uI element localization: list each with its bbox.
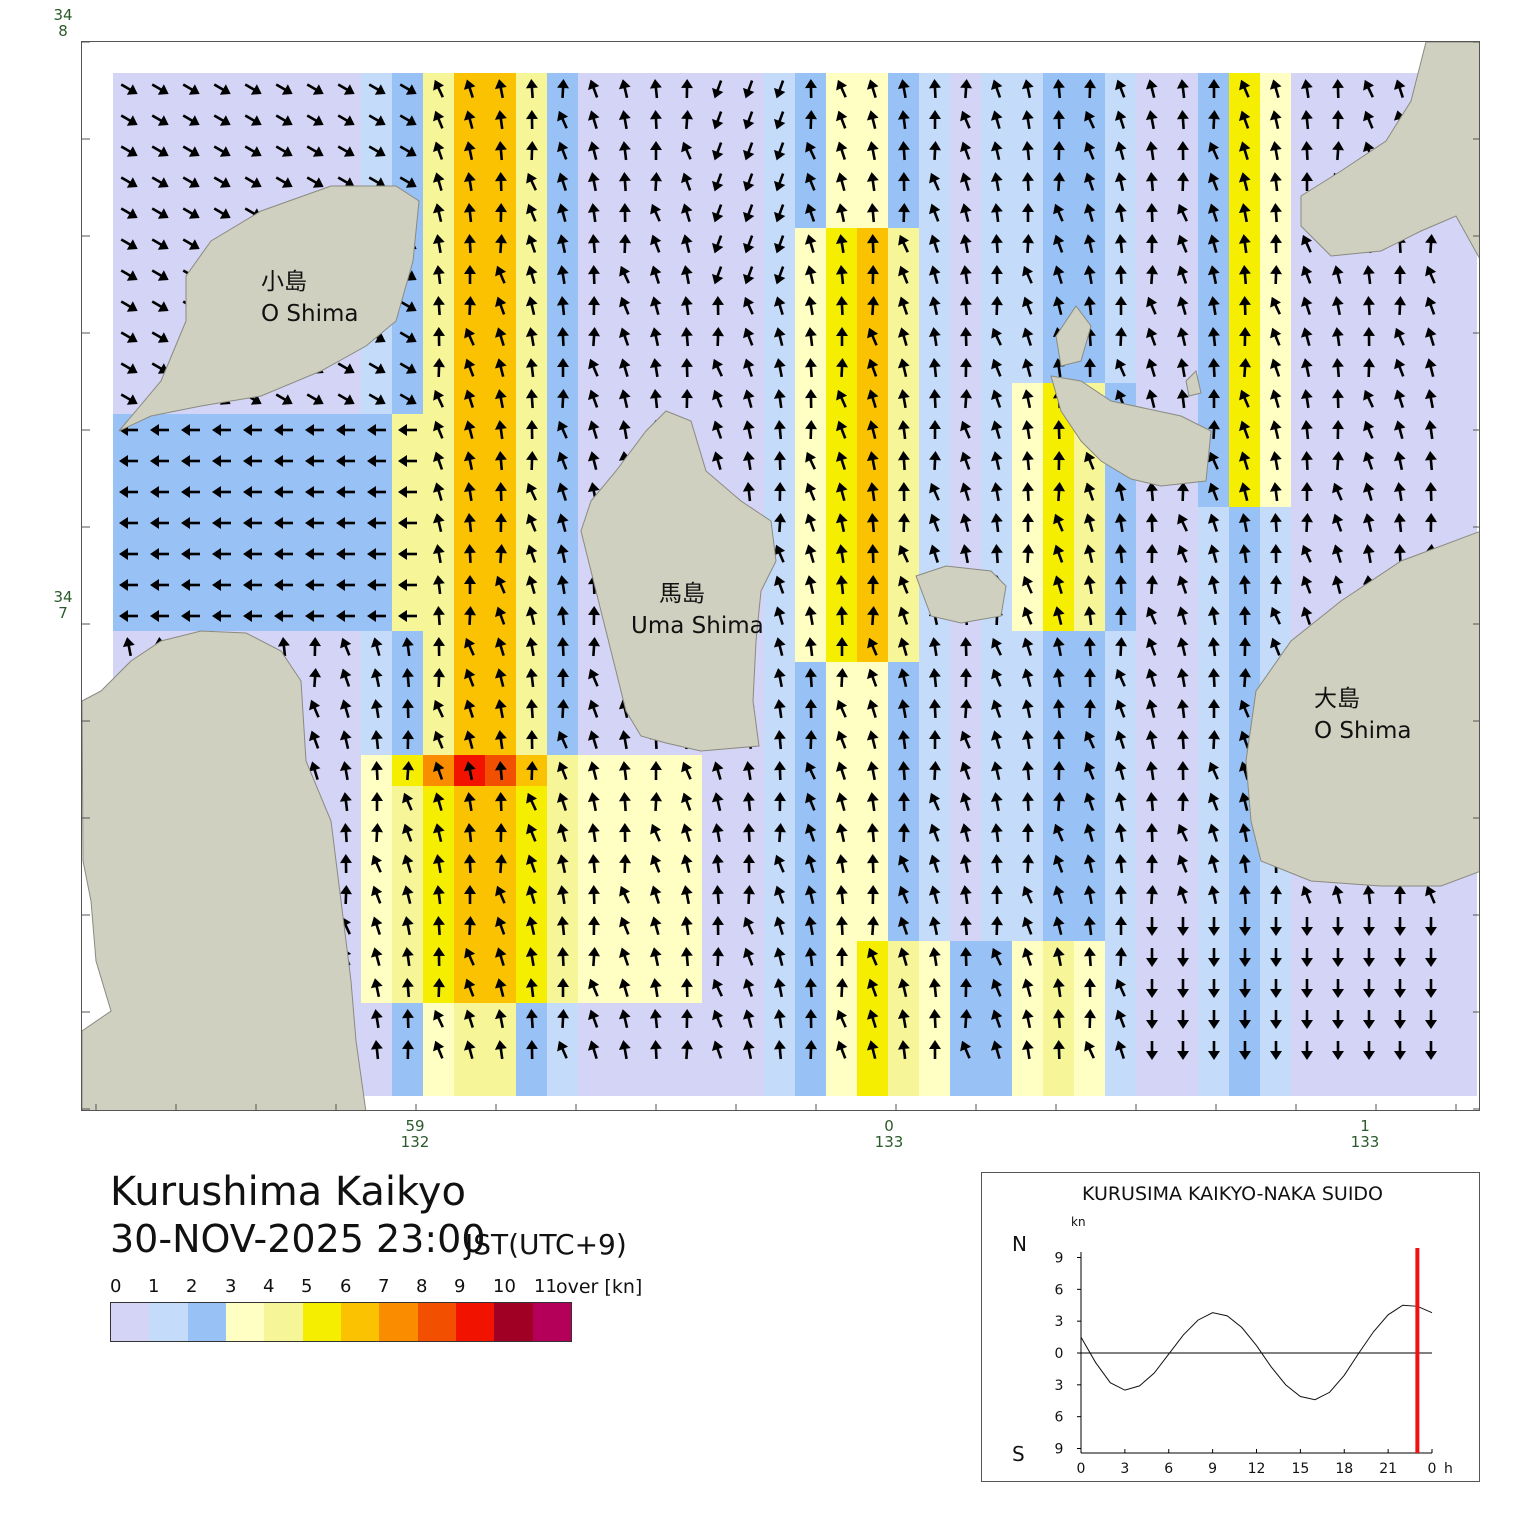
speed-cell — [1260, 1065, 1291, 1096]
speed-cell — [1012, 1065, 1043, 1096]
speed-cell — [1136, 1065, 1167, 1096]
speed-cell — [1043, 1065, 1074, 1096]
speed-cell — [1446, 1034, 1477, 1065]
speed-cell — [516, 1065, 547, 1096]
speed-cell — [1105, 1065, 1136, 1096]
speed-cell — [1229, 1065, 1260, 1096]
speed-cell — [1446, 910, 1477, 941]
current-map — [81, 41, 1480, 1111]
speed-cell — [609, 1065, 640, 1096]
speed-cell — [1198, 1065, 1229, 1096]
speed-cell — [919, 1065, 950, 1096]
speed-cell — [1291, 1065, 1322, 1096]
speed-cell — [702, 1065, 733, 1096]
speed-cell — [764, 1065, 795, 1096]
speed-cell — [826, 1065, 857, 1096]
speed-cell — [578, 1065, 609, 1096]
speed-cell — [950, 1065, 981, 1096]
speed-cell — [1446, 476, 1477, 507]
speed-cell — [1446, 321, 1477, 352]
speed-cell — [1446, 879, 1477, 910]
speed-cell — [1322, 1065, 1353, 1096]
speed-cell — [1446, 383, 1477, 414]
speed-cell — [1446, 507, 1477, 538]
speed-cell — [1074, 1065, 1105, 1096]
speed-cell — [1415, 1065, 1446, 1096]
speed-cell — [640, 1065, 671, 1096]
speed-cell — [1446, 1065, 1477, 1096]
speed-cell — [733, 1065, 764, 1096]
speed-cell — [1167, 1065, 1198, 1096]
speed-cell — [1446, 259, 1477, 290]
speed-cell — [1446, 941, 1477, 972]
speed-cell — [1446, 1003, 1477, 1034]
speed-cell — [1353, 1065, 1384, 1096]
speed-cell — [1446, 972, 1477, 1003]
speed-cell — [857, 1065, 888, 1096]
speed-cell — [485, 1065, 516, 1096]
speed-cell — [1446, 414, 1477, 445]
speed-cell — [1446, 290, 1477, 321]
speed-cell — [795, 1065, 826, 1096]
speed-cell — [888, 1065, 919, 1096]
speed-cell — [1446, 352, 1477, 383]
speed-cell — [361, 1065, 392, 1096]
speed-cell — [981, 1065, 1012, 1096]
speed-cell — [1384, 1065, 1415, 1096]
current-vector-field — [82, 42, 1479, 1110]
speed-cell — [392, 1065, 423, 1096]
speed-cell — [423, 1065, 454, 1096]
speed-cell — [1446, 445, 1477, 476]
speed-cell — [671, 1065, 702, 1096]
speed-cell — [547, 1065, 578, 1096]
speed-cell — [454, 1065, 485, 1096]
